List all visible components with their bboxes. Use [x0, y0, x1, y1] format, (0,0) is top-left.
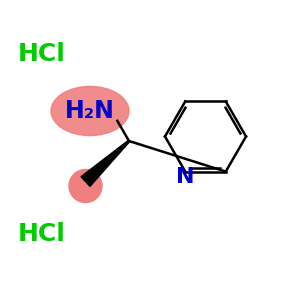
Ellipse shape — [51, 86, 129, 136]
Text: HCl: HCl — [18, 42, 66, 66]
Text: N: N — [176, 167, 194, 187]
Polygon shape — [81, 140, 130, 186]
Text: HCl: HCl — [18, 222, 66, 246]
Circle shape — [69, 169, 102, 202]
Text: H₂N: H₂N — [65, 99, 115, 123]
